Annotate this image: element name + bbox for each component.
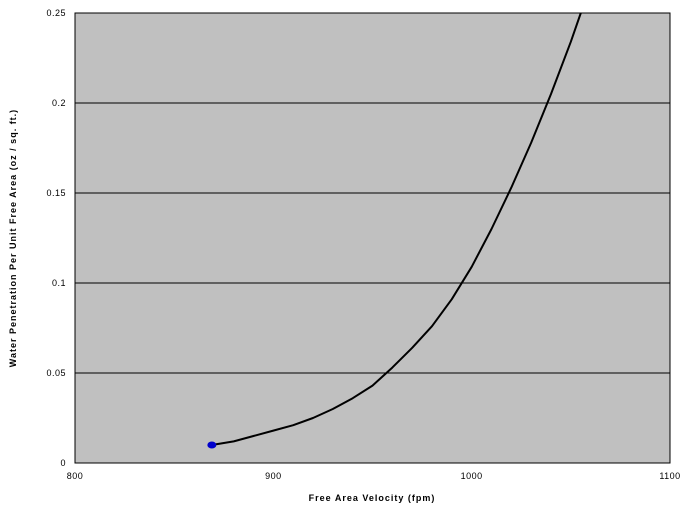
series-layer (211, 12, 582, 446)
y-tick-label: 0 (60, 458, 66, 468)
y-tick-label: 0.05 (46, 368, 66, 378)
data-point-marker-0 (207, 441, 217, 449)
plot-area (74, 12, 671, 464)
series-line-0 (211, 12, 582, 446)
y-axis-title: Water Penetration Per Unit Free Area (oz… (8, 109, 18, 367)
marker-layer (207, 441, 217, 449)
x-tick-label: 800 (67, 471, 84, 481)
y-tick-label: 0.25 (46, 8, 66, 18)
x-tick-label: 1000 (461, 471, 483, 481)
y-tick-label: 0.1 (52, 278, 66, 288)
x-tick-label: 900 (265, 471, 282, 481)
y-tick-labels: 0 0.05 0.1 0.15 0.2 0.25 (46, 8, 66, 468)
gridlines (75, 102, 670, 374)
x-tick-labels: 800 900 1000 1100 (67, 471, 680, 481)
y-tick-label: 0.2 (52, 98, 66, 108)
x-axis-title: Free Area Velocity (fpm) (309, 493, 436, 503)
x-tick-label: 1100 (659, 471, 680, 481)
y-tick-label: 0.15 (46, 188, 66, 198)
